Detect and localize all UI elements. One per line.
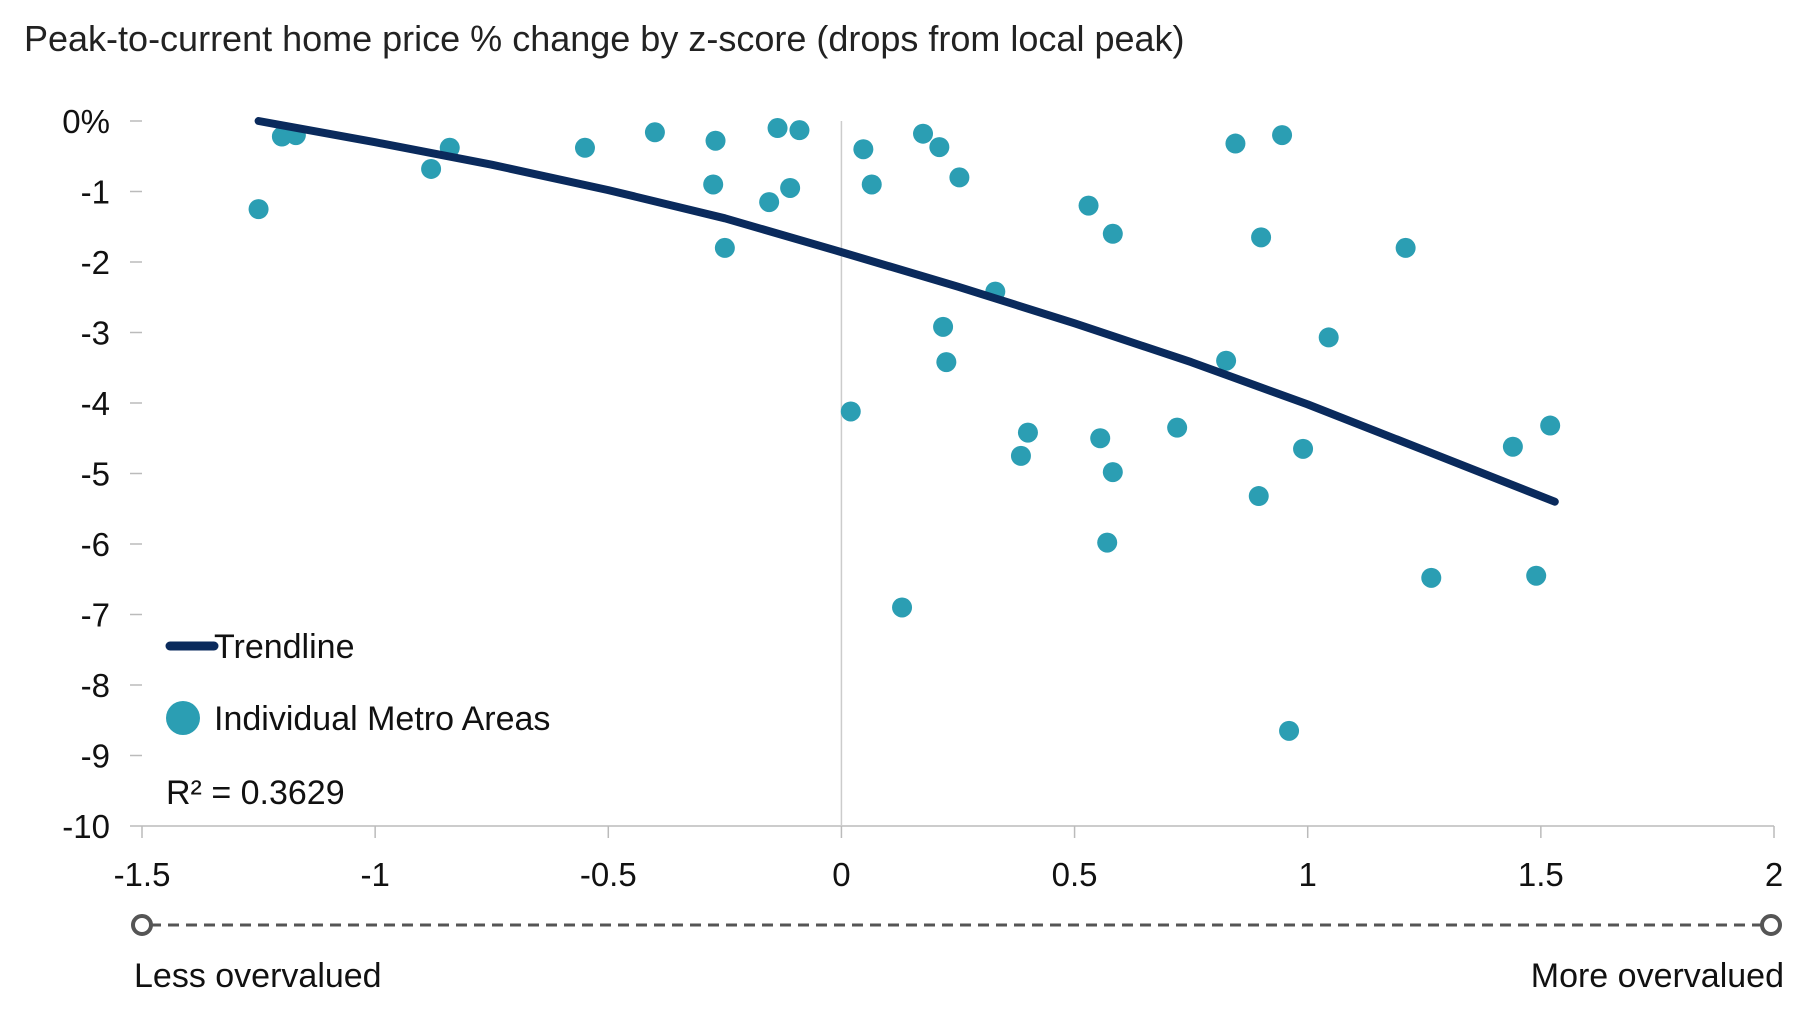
metro-point xyxy=(1279,720,1300,741)
metro-point xyxy=(1540,415,1561,436)
y-tick-label: -10 xyxy=(62,808,110,845)
metro-point xyxy=(767,118,788,139)
metro-point xyxy=(1272,125,1293,146)
r-squared-annotation: R² = 0.3629 xyxy=(166,774,345,812)
metro-point xyxy=(1251,227,1272,248)
metro-point xyxy=(949,167,970,188)
metro-point xyxy=(1090,428,1111,449)
metro-point xyxy=(703,174,724,195)
legend-metro-label: Individual Metro Areas xyxy=(214,700,550,738)
metro-points xyxy=(248,118,1561,741)
metro-point xyxy=(1225,133,1246,154)
metro-point xyxy=(780,177,801,198)
metro-point xyxy=(1216,350,1237,371)
x-tick-label: 0.5 xyxy=(1052,856,1098,893)
y-tick-label: -9 xyxy=(81,738,110,775)
scale-right-endpoint xyxy=(1760,914,1782,936)
x-tick-label: -0.5 xyxy=(580,856,637,893)
y-tick-label: -8 xyxy=(81,667,110,704)
chart-title: Peak-to-current home price % change by z… xyxy=(24,18,1185,59)
metro-point xyxy=(705,130,726,151)
y-tick-label: -1 xyxy=(81,174,110,211)
scale-left-endpoint xyxy=(131,914,153,936)
metro-point xyxy=(1010,445,1031,466)
x-tick-label: 1.5 xyxy=(1518,856,1564,893)
metro-point xyxy=(1102,462,1123,483)
y-tick-label: -7 xyxy=(81,597,110,634)
legend-metro-swatch xyxy=(166,701,200,735)
y-tick-label: -3 xyxy=(81,315,110,352)
metro-point xyxy=(1167,417,1188,438)
metro-point xyxy=(840,401,861,422)
x-tick-label: 2 xyxy=(1765,856,1783,893)
y-axis-ticks: 0% -1 -2 -3 -4 -5 -6 -7 -8 -9 -10 xyxy=(62,103,110,845)
y-tick-label: -6 xyxy=(81,526,110,563)
metro-point xyxy=(861,174,882,195)
x-tick-label: 1 xyxy=(1299,856,1317,893)
metro-point xyxy=(933,316,954,337)
metro-point xyxy=(574,137,595,158)
metro-point xyxy=(789,120,810,141)
metro-point xyxy=(1102,223,1123,244)
axes xyxy=(130,120,1775,838)
metro-point xyxy=(1421,567,1442,588)
metro-point xyxy=(1248,486,1269,507)
metro-point xyxy=(1502,436,1523,457)
metro-point xyxy=(1526,565,1547,586)
more-overvalued-label: More overvalued xyxy=(1531,957,1784,995)
legend-trendline-label: Trendline xyxy=(214,628,354,666)
y-tick-label: -5 xyxy=(81,456,110,493)
x-tick-label: 0 xyxy=(832,856,850,893)
less-overvalued-label: Less overvalued xyxy=(134,957,382,995)
metro-point xyxy=(929,137,950,158)
metro-point xyxy=(759,192,780,213)
trendline xyxy=(254,117,1559,506)
trendline-group xyxy=(254,117,1559,506)
metro-point xyxy=(421,158,442,179)
x-axis-ticks: -1.5 -1 -0.5 0 0.5 1 1.5 2 xyxy=(114,856,1784,893)
y-tick-label: -2 xyxy=(81,244,110,281)
metro-point xyxy=(714,237,735,258)
metro-point xyxy=(1097,532,1118,553)
x-tick-label: -1 xyxy=(360,856,389,893)
metro-point xyxy=(644,122,665,143)
legend: Trendline Individual Metro Areas R² = 0.… xyxy=(165,628,550,812)
metro-point xyxy=(1318,327,1339,348)
metro-point xyxy=(913,123,934,144)
metro-point xyxy=(1017,422,1038,443)
metro-point xyxy=(1293,438,1314,459)
metro-point xyxy=(1395,237,1416,258)
metro-point xyxy=(1078,195,1099,216)
x-tick-label: -1.5 xyxy=(114,856,171,893)
y-tick-label: 0% xyxy=(62,103,110,140)
metro-point xyxy=(248,199,269,220)
y-tick-label: -4 xyxy=(81,385,110,422)
overvaluation-scale: Less overvalued More overvalued xyxy=(131,914,1784,995)
metro-point xyxy=(853,139,874,160)
metro-point xyxy=(892,597,913,618)
metro-point xyxy=(936,352,957,373)
